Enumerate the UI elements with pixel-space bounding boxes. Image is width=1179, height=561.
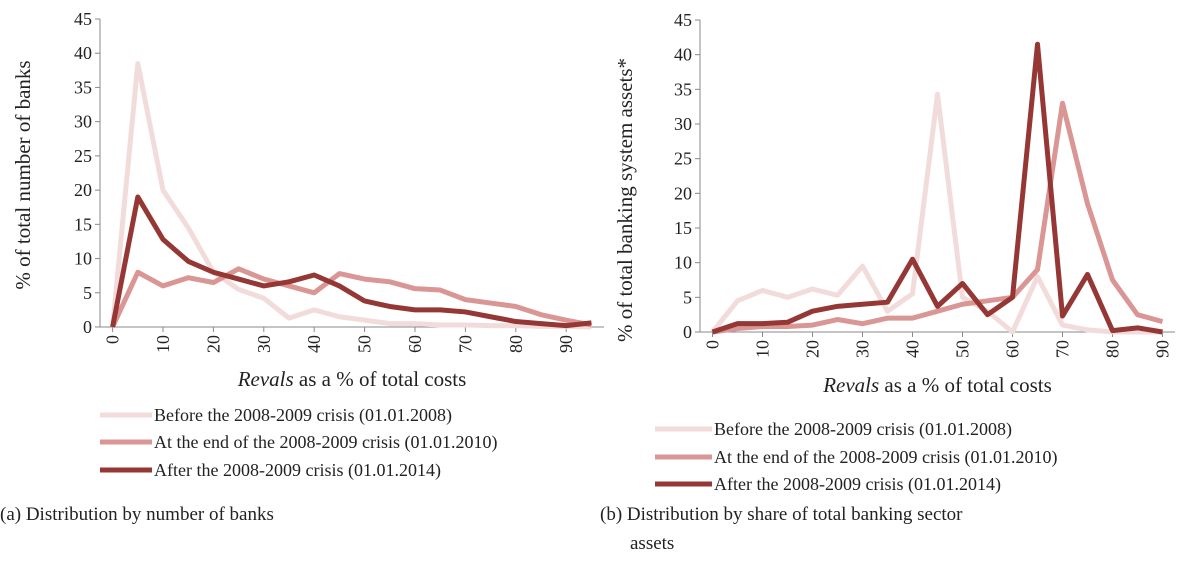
- x-tick-label: 50: [953, 340, 973, 358]
- y-tick-label: 10: [674, 253, 692, 273]
- x-tick-label: 90: [1153, 340, 1173, 358]
- x-tick-label: 0: [103, 335, 123, 344]
- x-tick-label: 50: [355, 335, 375, 353]
- caption: (a) Distribution by number of banks: [0, 504, 274, 525]
- chart: 0 5 10 15 20 25 30 35 40 45 0 10 20 30 40 50 60 70 80 90 % o…: [0, 9, 604, 525]
- y-tick-label: 30: [674, 114, 692, 134]
- x-tick-label: 70: [455, 335, 475, 353]
- y-tick-label: 15: [674, 218, 692, 238]
- x-axis-label-emphasis: Revals: [237, 367, 294, 391]
- y-tick-label: 0: [683, 322, 692, 342]
- x-tick-label: 40: [903, 340, 923, 358]
- legend-label: At the end of the 2008-2009 crisis (01.0…: [154, 432, 497, 453]
- series-line: [710, 91, 1163, 335]
- legend-label: After the 2008-2009 crisis (01.01.2014): [154, 460, 441, 481]
- x-tick-label: 20: [203, 335, 223, 353]
- series-line: [110, 194, 592, 329]
- caption-line: assets: [630, 533, 674, 554]
- y-tick-label: 0: [83, 317, 92, 337]
- y-tick-label: 25: [74, 146, 92, 166]
- series-line: [110, 266, 592, 329]
- legend-label: Before the 2008-2009 crisis (01.01.2008): [154, 405, 452, 426]
- x-tick-label: 60: [1003, 340, 1023, 358]
- x-axis-label-rest: as a % of total costs: [299, 367, 466, 391]
- x-tick-label: 80: [506, 335, 526, 353]
- x-tick-label: 60: [405, 335, 425, 353]
- legend-label: After the 2008-2009 crisis (01.01.2014): [714, 474, 1001, 495]
- y-axis-label: % of total number of banks: [11, 60, 35, 289]
- legend-label: Before the 2008-2009 crisis (01.01.2008): [714, 419, 1012, 440]
- y-tick-label: 45: [674, 10, 692, 30]
- x-tick-label: 0: [703, 340, 723, 349]
- y-tick-label: 30: [74, 112, 92, 132]
- y-tick-label: 5: [83, 283, 92, 303]
- caption-line: (b) Distribution by share of total banki…: [600, 504, 963, 525]
- y-tick-label: 20: [74, 180, 92, 200]
- x-tick-label: 10: [153, 335, 173, 353]
- y-tick-label: 5: [683, 287, 692, 307]
- y-tick-label: 25: [674, 149, 692, 169]
- caption: (b) Distribution by share of total banki…: [600, 504, 963, 554]
- y-tick-label: 20: [674, 183, 692, 203]
- x-tick-label: 40: [304, 335, 324, 353]
- y-tick-label: 40: [674, 45, 692, 65]
- chart: 0 5 10 15 20 25 30 35 40 45 0 10 20 30 40 50 60 70 80 90 % o…: [600, 10, 1175, 554]
- y-axis-label: % of total banking system assets*: [613, 58, 637, 342]
- legend-label: At the end of the 2008-2009 crisis (01.0…: [714, 447, 1057, 468]
- x-tick-label: 30: [254, 335, 274, 353]
- series-line: [712, 100, 1164, 335]
- y-tick-label: 35: [74, 77, 92, 97]
- x-axis-label: Revals as a % of total costs: [822, 373, 1052, 397]
- y-tick-label: 35: [674, 79, 692, 99]
- x-axis-label-emphasis: Revals: [822, 373, 879, 397]
- x-tick-label: 70: [1053, 340, 1073, 358]
- y-tick-label: 10: [74, 249, 92, 269]
- series-line: [110, 60, 592, 330]
- y-tick-label: 15: [74, 214, 92, 234]
- x-tick-label: 20: [803, 340, 823, 358]
- series-line: [711, 41, 1163, 335]
- y-tick-label: 40: [74, 43, 92, 63]
- x-tick-label: 80: [1103, 340, 1123, 358]
- y-tick-label: 45: [74, 9, 92, 29]
- x-tick-label: 90: [556, 335, 576, 353]
- x-tick-label: 30: [853, 340, 873, 358]
- x-tick-label: 10: [753, 340, 773, 358]
- x-axis-label: Revals as a % of total costs: [237, 367, 467, 391]
- x-axis-label-rest: as a % of total costs: [884, 373, 1051, 397]
